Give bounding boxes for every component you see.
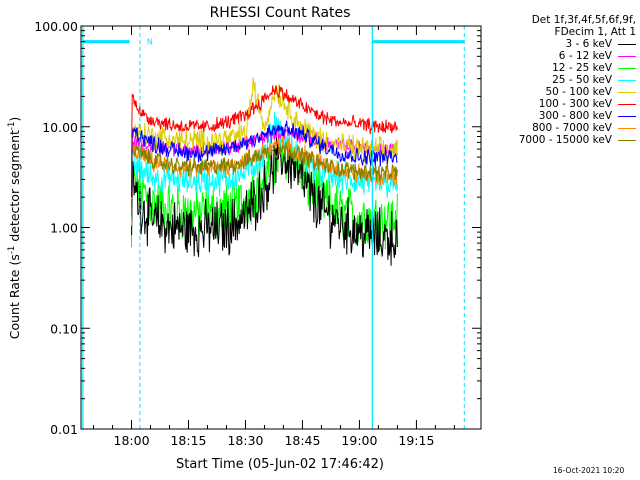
night-marker-label: N [147, 38, 153, 47]
legend-entry-label: 6 - 12 keV [558, 50, 612, 62]
legend-swatch [618, 91, 636, 93]
legend-swatch [618, 67, 636, 69]
legend-swatch [618, 55, 636, 57]
y-tick-label: 1.00 [50, 221, 78, 236]
legend-entry: 6 - 12 keV [480, 50, 636, 62]
legend-header-line-2: FDecim 1, Att 1 [554, 26, 636, 38]
series-line-0 [131, 131, 398, 266]
y-axis-label-sup: -1 [7, 246, 17, 254]
legend-entry: 7000 - 15000 keV [480, 134, 636, 146]
legend-entry-label: 800 - 7000 keV [532, 122, 612, 134]
x-tick-label: 18:30 [227, 433, 263, 448]
y-axis-label-main: Count Rate (s [7, 254, 22, 339]
legend-swatch [618, 127, 636, 129]
legend-entry-label: 50 - 100 keV [545, 86, 612, 98]
legend: Det 1f,3f,4f,5f,6f,9f, FDecim 1, Att 1 3… [480, 14, 636, 146]
chart-title: RHESSI Count Rates [210, 5, 351, 21]
y-tick-label: 100.00 [34, 19, 78, 34]
x-tick-label: 19:15 [398, 433, 434, 448]
legend-entries: 3 - 6 keV 6 - 12 keV 12 - 25 keV 25 - 50 ke… [480, 38, 636, 146]
x-tick-label: 18:45 [284, 433, 320, 448]
y-tick-label: 10.00 [42, 120, 78, 135]
legend-entry: 300 - 800 keV [480, 110, 636, 122]
y-axis-label-sup2: -1 [7, 122, 17, 130]
legend-entry: 25 - 50 keV [480, 74, 636, 86]
series-line-6 [131, 120, 398, 198]
legend-entry-label: 300 - 800 keV [538, 110, 612, 122]
x-tick-label: 18:15 [170, 433, 206, 448]
legend-entry: 3 - 6 keV [480, 38, 636, 50]
y-axis-label-tail: detector segment [7, 130, 22, 246]
series-layer [131, 77, 398, 266]
y-tick-label: 0.01 [50, 422, 78, 437]
legend-entry: 100 - 300 keV [480, 98, 636, 110]
y-axis: 100.00 10.00 1.00 0.10 0.01 [34, 19, 481, 437]
legend-entry-label: 25 - 50 keV [552, 74, 612, 86]
legend-entry-label: 3 - 6 keV [565, 38, 612, 50]
legend-entry-label: 7000 - 15000 keV [518, 134, 612, 146]
series-line-5 [131, 84, 398, 168]
legend-swatch [618, 115, 636, 117]
legend-entry: 50 - 100 keV [480, 86, 636, 98]
annotation-layer: N [82, 26, 465, 429]
legend-entry: 12 - 25 keV [480, 62, 636, 74]
x-tick-label: 19:00 [341, 433, 377, 448]
y-axis-label: Count Rate (s-1 detector segment-1) [7, 117, 22, 340]
series-line-4 [131, 77, 398, 199]
legend-swatch [618, 43, 636, 45]
legend-entry-label: 100 - 300 keV [538, 98, 612, 110]
legend-swatch [618, 79, 636, 81]
legend-entry-label: 12 - 25 keV [552, 62, 612, 74]
y-axis-label-end: ) [7, 117, 22, 122]
legend-header-line-1: Det 1f,3f,4f,5f,6f,9f, [531, 14, 636, 26]
series-line-8 [131, 141, 398, 217]
series-line-3 [131, 111, 398, 226]
render-timestamp: 16-Oct-2021 10:20 [553, 466, 625, 475]
x-tick-label: 18:00 [114, 433, 150, 448]
y-tick-label: 0.10 [50, 321, 78, 336]
legend-swatch [618, 103, 636, 105]
legend-swatch [618, 139, 636, 141]
x-axis: 18:00 18:15 18:30 18:45 19:00 19:15 [93, 26, 455, 448]
legend-entry: 800 - 7000 keV [480, 122, 636, 134]
x-axis-label: Start Time (05-Jun-02 17:46:42) [176, 457, 384, 472]
